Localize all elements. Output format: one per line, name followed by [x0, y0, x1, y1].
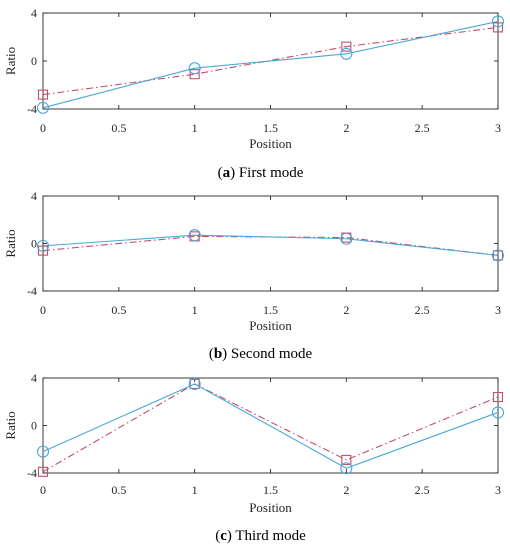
series-line-circle: [42, 20, 499, 109]
y-axis-label: Ratio: [3, 411, 18, 439]
y-axis-label: Ratio: [3, 229, 18, 257]
caption-text: First mode: [235, 165, 304, 181]
series-line-square: [42, 235, 499, 256]
data-point-circle: [491, 249, 505, 262]
data-point-circle: [188, 229, 201, 242]
panel-caption: (b) Second mode: [209, 346, 313, 362]
data-point-square: [37, 89, 49, 100]
data-point-circle: [36, 239, 50, 252]
x-tick-label: 1.5: [263, 303, 278, 317]
x-tick-label: 3: [495, 303, 501, 317]
x-tick-label: 1: [192, 483, 198, 497]
data-point-circle: [340, 232, 353, 245]
data-point-circle: [36, 445, 50, 458]
y-tick-label: 4: [31, 189, 37, 203]
caption-letter: b: [214, 346, 222, 362]
y-tick-label: 4: [31, 371, 37, 385]
x-tick-label: 2: [343, 303, 349, 317]
y-tick-label: 4: [31, 6, 37, 20]
y-tick-label: 0: [31, 419, 37, 433]
x-tick-label: 2: [343, 483, 349, 497]
y-axis-label: Ratio: [3, 47, 18, 75]
data-point-square: [37, 245, 49, 256]
x-tick-label: 0: [40, 483, 46, 497]
x-tick-label: 0: [40, 303, 46, 317]
data-point-square: [37, 466, 49, 477]
data-point-circle: [491, 15, 505, 28]
y-tick-label: -4: [27, 284, 37, 298]
y-tick-label: 0: [31, 237, 37, 251]
y-tick-label: -4: [27, 102, 37, 116]
x-tick-label: 2.5: [415, 121, 430, 135]
caption-text: Second mode: [227, 346, 312, 362]
data-point-square: [492, 22, 504, 33]
x-axis-label: Position: [249, 136, 292, 151]
data-point-circle: [36, 101, 50, 114]
data-point-square: [189, 378, 200, 389]
x-tick-label: 2.5: [415, 483, 430, 497]
data-point-circle: [340, 462, 353, 475]
x-axis-label: Position: [249, 318, 292, 333]
panel-caption: (a) First mode: [218, 165, 304, 181]
x-tick-label: 1: [192, 303, 198, 317]
x-tick-label: 0.5: [111, 121, 126, 135]
x-tick-label: 1.5: [263, 483, 278, 497]
x-tick-label: 3: [495, 483, 501, 497]
caption-text: Third mode: [232, 528, 306, 544]
data-point-square: [341, 454, 352, 465]
x-tick-label: 0.5: [111, 303, 126, 317]
plot-frame: [42, 195, 499, 292]
x-tick-label: 0: [40, 121, 46, 135]
data-point-square: [492, 250, 504, 261]
series-line-square: [42, 26, 499, 96]
x-tick-label: 2: [343, 121, 349, 135]
y-tick-label: -4: [27, 466, 37, 480]
series-line-circle: [42, 234, 499, 256]
data-point-square: [189, 69, 200, 80]
x-tick-label: 1: [192, 121, 198, 135]
x-tick-label: 0.5: [111, 483, 126, 497]
x-axis-label: Position: [249, 500, 292, 515]
data-point-square: [341, 41, 352, 52]
panel-caption: (c) Third mode: [215, 528, 306, 544]
data-point-circle: [188, 62, 201, 75]
x-tick-label: 3: [495, 121, 501, 135]
data-point-circle: [188, 377, 201, 390]
data-point-circle: [491, 406, 505, 419]
y-tick-label: 0: [31, 54, 37, 68]
data-point-square: [492, 391, 504, 403]
caption-letter: c: [220, 528, 227, 544]
series-line-circle: [42, 383, 499, 469]
x-tick-label: 2.5: [415, 303, 430, 317]
data-point-circle: [340, 47, 353, 60]
caption-letter: a: [223, 165, 231, 181]
series-line-square: [42, 383, 499, 473]
x-tick-label: 1.5: [263, 121, 278, 135]
